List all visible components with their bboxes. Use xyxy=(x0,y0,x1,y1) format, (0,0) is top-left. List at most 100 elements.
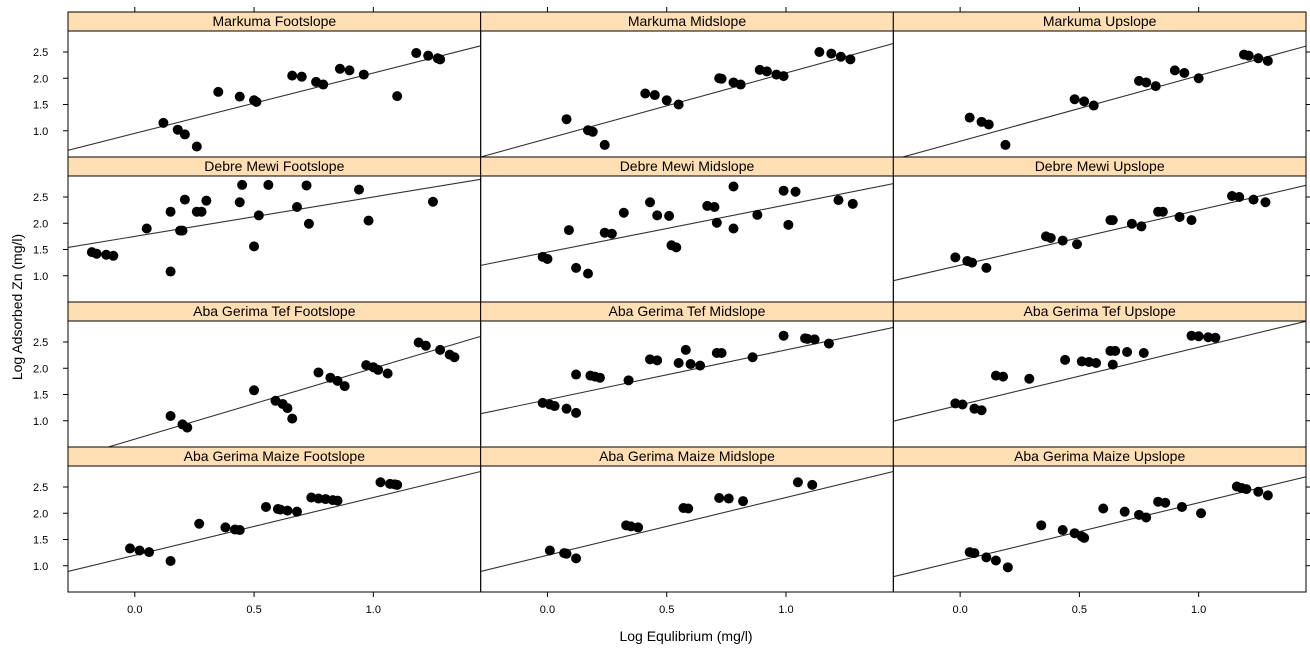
data-point xyxy=(640,88,651,99)
data-point xyxy=(728,223,739,234)
data-point xyxy=(783,219,794,230)
panel-title: Debre Mewi Upslope xyxy=(1035,158,1165,174)
data-point xyxy=(809,334,820,345)
data-point xyxy=(652,355,663,366)
data-point xyxy=(1243,50,1254,61)
panel-title: Aba Gerima Maize Midslope xyxy=(599,448,775,464)
data-point xyxy=(1069,94,1080,105)
data-point xyxy=(234,525,245,536)
data-point xyxy=(1107,359,1118,370)
data-point xyxy=(1186,215,1197,226)
panel: Aba Gerima Tef Footslope xyxy=(67,301,482,448)
data-point xyxy=(957,399,968,410)
data-point xyxy=(249,241,260,252)
data-point xyxy=(1079,532,1090,543)
data-point xyxy=(263,179,274,190)
data-point xyxy=(802,333,813,344)
data-point xyxy=(373,364,384,375)
data-point xyxy=(1045,232,1056,243)
x-tick-label: 0.5 xyxy=(1072,604,1087,616)
data-point xyxy=(1169,65,1180,76)
data-point xyxy=(969,548,980,559)
panel: Markuma Footslope xyxy=(67,11,482,158)
panel: Debre Mewi Upslope xyxy=(892,156,1307,303)
data-point xyxy=(125,543,136,554)
data-point xyxy=(845,54,856,65)
x-tick-label: 0.0 xyxy=(952,604,967,616)
data-point xyxy=(1262,55,1273,66)
data-point xyxy=(251,96,262,107)
data-point xyxy=(1203,332,1214,343)
y-tick-label: 2.5 xyxy=(33,47,48,59)
x-tick-label: 1.0 xyxy=(778,604,793,616)
panel: Debre Mewi Midslope xyxy=(480,156,894,303)
data-point xyxy=(950,252,961,263)
data-point xyxy=(332,495,343,506)
data-point xyxy=(716,73,727,84)
y-tick-label: 2.5 xyxy=(33,337,48,349)
data-point xyxy=(435,344,446,355)
data-point xyxy=(778,185,789,196)
data-point xyxy=(1193,331,1204,342)
x-axis-label: Log Equlibrium (mg/l) xyxy=(619,628,752,644)
data-point xyxy=(392,479,403,490)
panel-title: Aba Gerima Tef Upslope xyxy=(1024,303,1176,319)
panel-title: Markuma Footslope xyxy=(212,13,336,29)
y-tick-label: 1.5 xyxy=(33,535,48,547)
y-tick-label: 2.0 xyxy=(33,73,48,85)
data-point xyxy=(747,352,758,363)
data-point xyxy=(296,71,307,82)
panel-title: Aba Gerima Tef Footslope xyxy=(193,303,356,319)
data-point xyxy=(1193,73,1204,84)
data-point xyxy=(194,518,205,529)
data-point xyxy=(1176,501,1187,512)
data-point xyxy=(287,413,298,424)
data-point xyxy=(673,358,684,368)
data-point xyxy=(134,545,145,556)
data-point xyxy=(1119,506,1130,517)
panel-title: Aba Gerima Maize Footslope xyxy=(184,448,366,464)
data-point xyxy=(792,477,803,488)
data-point xyxy=(606,228,617,239)
data-point xyxy=(1253,486,1264,497)
panel-frame xyxy=(480,175,894,303)
data-point xyxy=(260,501,271,512)
y-tick-label: 1.0 xyxy=(33,416,48,428)
regression-line xyxy=(68,470,481,572)
data-point xyxy=(108,250,119,261)
data-point xyxy=(1057,235,1068,246)
data-point xyxy=(303,218,314,229)
x-tick-label: 1.0 xyxy=(1191,604,1206,616)
y-tick-label: 2.0 xyxy=(33,363,48,375)
data-point xyxy=(1060,354,1071,365)
panel-frame xyxy=(67,465,482,593)
data-point xyxy=(344,65,355,76)
data-point xyxy=(835,51,846,62)
panel-title: Markuma Midslope xyxy=(628,13,746,29)
data-point xyxy=(752,209,763,220)
panels-group: Markuma Footslope Markuma Midslope Markuma… xyxy=(67,11,1307,593)
regression-line xyxy=(480,42,894,157)
data-point xyxy=(196,206,207,217)
y-tick-label: 2.5 xyxy=(33,482,48,494)
panel-frame xyxy=(480,465,894,593)
data-point xyxy=(1107,215,1118,226)
data-point xyxy=(435,54,446,65)
y-tick-label: 1.5 xyxy=(33,390,48,402)
data-point xyxy=(709,201,720,212)
data-point xyxy=(313,493,324,504)
data-point xyxy=(807,479,818,490)
data-point xyxy=(716,348,727,359)
data-point xyxy=(1079,96,1090,107)
data-point xyxy=(1174,211,1185,222)
data-point xyxy=(172,124,183,135)
data-point xyxy=(301,180,312,191)
data-point xyxy=(1002,562,1013,573)
data-point xyxy=(671,242,682,253)
data-point xyxy=(587,126,598,137)
data-point xyxy=(680,344,691,355)
x-tick-label: 0.5 xyxy=(659,604,674,616)
data-point xyxy=(449,352,460,363)
data-point xyxy=(144,547,155,558)
data-point xyxy=(761,66,772,77)
